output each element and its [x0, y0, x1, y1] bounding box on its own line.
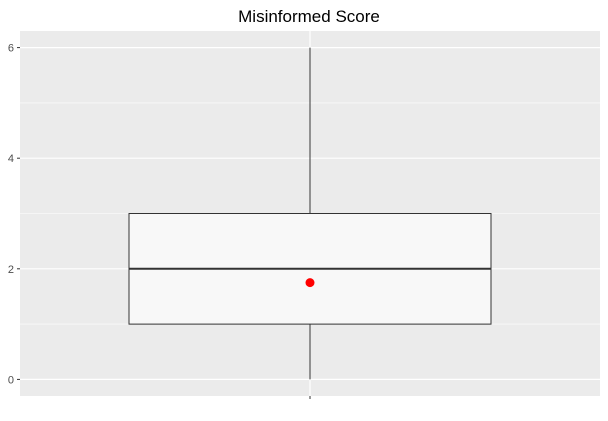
y-tick-label: 2 [8, 264, 14, 276]
y-axis: 0 2 4 6 [8, 43, 311, 399]
box-group [128, 47, 492, 380]
mean-point [305, 278, 315, 288]
y-tick-label: 0 [8, 374, 14, 386]
y-tick-label: 6 [8, 43, 14, 55]
y-tick-label: 4 [8, 153, 14, 165]
chart-title: Misinformed Score [238, 7, 380, 26]
